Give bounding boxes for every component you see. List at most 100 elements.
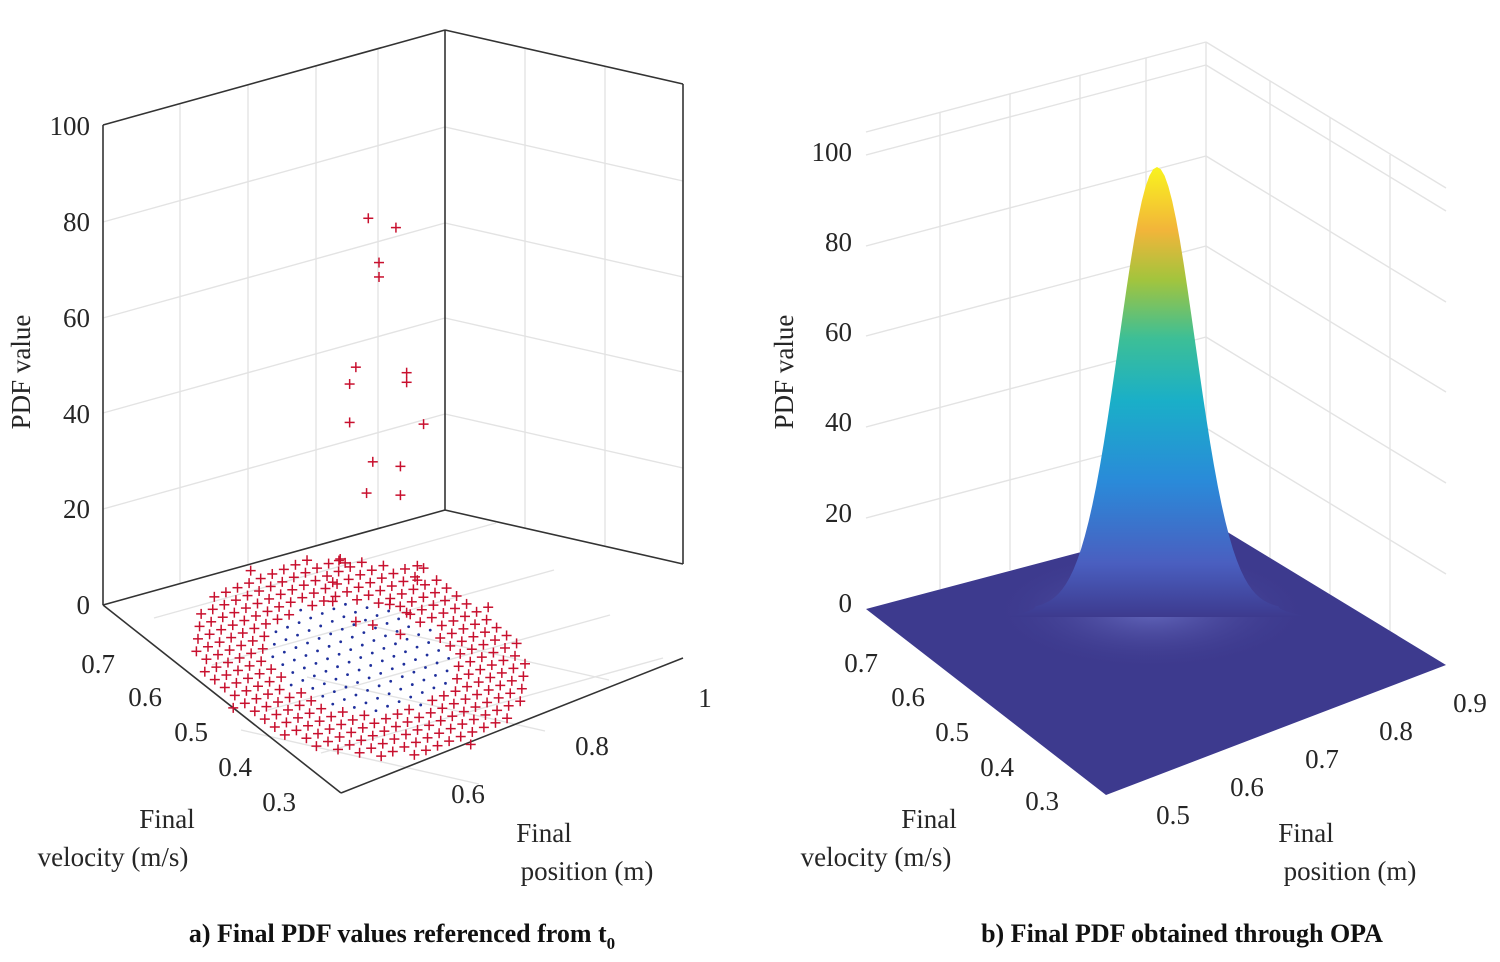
floor-marker [429,587,440,598]
floor-marker [314,716,325,727]
floor-marker [470,702,481,713]
floor-marker [441,583,452,594]
chart-a-points [191,213,531,762]
floor-marker [346,727,357,738]
floor-marker [227,620,238,631]
floor-marker [508,663,519,674]
floor-dot [379,671,383,675]
floor-marker [260,618,271,629]
chart-a-floor-points [191,553,531,762]
floor-marker [424,720,435,731]
floor-dot [422,678,426,682]
x-tick-label: 0.7 [1305,744,1339,774]
floor-dot [399,687,403,691]
floor-marker [262,606,273,617]
floor-dot [392,654,396,658]
floor-dot [387,609,391,613]
floor-marker [199,666,210,677]
floor-marker [469,619,480,630]
floor-marker [237,628,248,639]
floor-marker [458,623,469,634]
floor-dot [380,659,384,663]
floor-marker [252,598,263,609]
floor-dot [420,691,424,694]
floor-marker [236,640,247,651]
x-tick-label: 0.8 [1379,716,1413,746]
elevated-marker [401,377,412,388]
floor-dot [281,663,285,667]
floor-dot [352,706,356,709]
floor-marker [207,604,218,615]
floor-marker [323,558,334,569]
floor-dot [329,632,333,636]
floor-dot [332,690,336,694]
floor-marker [363,590,374,601]
floor-dot [384,634,387,638]
floor-dot [302,666,306,670]
floor-marker [265,581,276,592]
floor-marker [257,643,268,654]
floor-marker [420,745,431,756]
floor-marker [399,563,410,574]
floor-dot [297,621,301,625]
floor-marker [465,739,476,750]
floor-dot [372,639,376,642]
floor-marker [496,667,507,678]
chart-a-gridlines [102,48,684,785]
chart-b-ylabel-line-2: velocity (m/s) [801,842,952,872]
floor-dot [444,681,447,685]
floor-dot [299,608,303,612]
floor-dot [346,673,349,676]
floor-dot [334,677,338,681]
floor-marker [312,563,323,574]
chart-a-caption-subscript: 0 [607,934,616,953]
floor-marker [486,660,497,671]
z-tick-label: 0 [839,588,853,618]
floor-marker [491,622,502,633]
chart-b-xlabel-line-1: Final [1278,818,1334,848]
floor-marker [483,602,494,613]
x-tick-label: 0.5 [1156,800,1190,830]
floor-dot [296,633,299,637]
floor-dot [324,669,328,673]
x-tick-label: 0.6 [451,779,485,809]
floor-marker [276,672,287,683]
floor-marker [376,751,387,762]
elevated-marker [327,596,338,607]
floor-dot [272,642,276,646]
floor-marker [511,638,522,649]
floor-dot [327,644,331,648]
elevated-marker [367,620,378,631]
floor-marker [216,624,227,635]
floor-dot [314,661,318,665]
y-tick-label: 0.5 [935,717,969,747]
floor-marker [448,698,459,709]
elevated-marker [395,490,406,501]
floor-dot [410,683,414,686]
floor-marker [426,612,437,623]
floor-marker [336,719,347,730]
floor-marker [444,736,455,747]
floor-marker [481,614,492,625]
elevated-marker [367,456,378,467]
floor-marker [202,641,213,652]
floor-marker [390,721,401,732]
floor-dot [316,649,319,653]
floor-marker [294,700,305,711]
floor-marker [450,686,461,697]
floor-marker [231,677,242,688]
floor-marker [418,592,429,603]
floor-marker [478,639,489,650]
floor-marker [240,603,251,614]
floor-marker [332,578,343,589]
floor-marker [476,652,487,663]
floor-dot [364,618,367,622]
elevated-marker [344,417,355,428]
floor-dot [412,670,416,674]
floor-dot [349,648,353,652]
chart-a-xlabel-line-2: position (m) [521,856,654,886]
floor-marker [471,606,482,617]
floor-marker [457,719,468,730]
chart-a-xlabel-line-1: Final [516,818,572,848]
floor-marker [500,642,511,653]
